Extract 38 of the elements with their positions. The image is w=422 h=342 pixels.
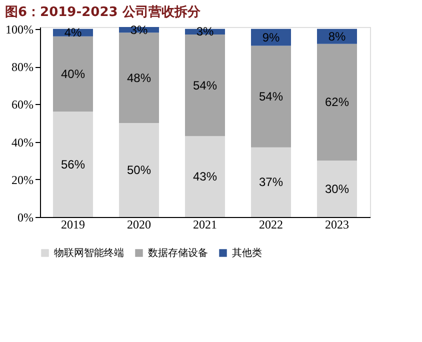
data-label: 40% [60,67,86,82]
data-label: 37% [258,175,284,190]
y-tick-label: 20% [12,172,34,187]
bar [251,147,291,217]
y-tick-label: 100% [6,22,34,36]
data-label: 48% [126,70,152,85]
x-tick-label: 2019 [61,218,85,232]
bar [251,46,291,148]
data-label: 8% [328,29,346,44]
bar [53,36,93,112]
bar [119,32,159,123]
legend-label: 其他类 [232,247,262,259]
data-label: 50% [126,162,152,177]
chart-title: 图6：2019-2023 公司营收拆分 [5,4,202,20]
data-label: 9% [262,30,280,44]
y-tick-label: 40% [12,135,34,150]
legend-label: 物联网智能终端 [54,247,124,259]
bar [317,160,357,217]
x-tick-label: 2021 [193,218,217,232]
data-label: 62% [324,95,350,110]
bar [185,34,225,136]
bar [53,112,93,217]
data-label: 30% [324,182,350,196]
legend-label: 数据存储设备 [148,247,208,259]
y-tick-label: 60% [12,98,34,112]
data-label: 54% [258,90,284,104]
x-tick-label: 2022 [259,218,283,232]
y-tick-label: 80% [12,60,34,74]
x-tick-label: 2020 [127,218,151,232]
x-tick-label: 2023 [325,218,349,232]
data-label: 56% [60,157,86,172]
data-label: 43% [192,170,218,184]
data-label: 54% [192,78,218,92]
bar [185,136,225,217]
y-tick-label: 0% [18,210,34,224]
data-label: 4% [64,26,82,40]
bar [317,44,357,161]
bar [119,122,159,217]
